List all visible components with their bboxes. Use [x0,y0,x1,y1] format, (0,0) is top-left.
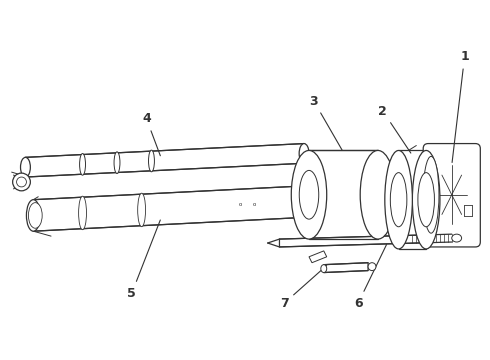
Ellipse shape [368,263,376,271]
Text: 6: 6 [354,244,387,310]
Ellipse shape [413,150,440,249]
Text: 3: 3 [310,95,342,150]
Polygon shape [279,234,452,247]
Ellipse shape [17,177,26,187]
Ellipse shape [79,154,85,175]
Ellipse shape [297,186,311,217]
Text: 4: 4 [142,112,160,156]
FancyBboxPatch shape [423,144,480,247]
Ellipse shape [385,150,413,249]
Polygon shape [309,251,327,263]
Ellipse shape [13,173,30,191]
Text: 7: 7 [280,266,327,310]
Ellipse shape [78,196,86,230]
Ellipse shape [26,200,40,231]
Ellipse shape [299,170,318,219]
Ellipse shape [148,150,154,172]
Ellipse shape [21,157,30,177]
Ellipse shape [391,172,407,227]
Ellipse shape [291,150,327,239]
Ellipse shape [321,265,327,273]
Ellipse shape [452,234,462,242]
Polygon shape [309,150,378,239]
Ellipse shape [138,193,146,227]
Ellipse shape [418,172,435,227]
Polygon shape [33,186,304,231]
Polygon shape [324,263,368,273]
Ellipse shape [114,152,120,174]
Ellipse shape [360,150,395,239]
Ellipse shape [28,203,42,228]
Text: 5: 5 [127,220,160,300]
Text: o: o [253,202,257,207]
Text: 2: 2 [378,105,411,153]
Text: 1: 1 [452,50,469,162]
Ellipse shape [423,156,439,233]
Text: o: o [239,202,242,207]
Ellipse shape [299,144,309,163]
Polygon shape [25,144,304,177]
